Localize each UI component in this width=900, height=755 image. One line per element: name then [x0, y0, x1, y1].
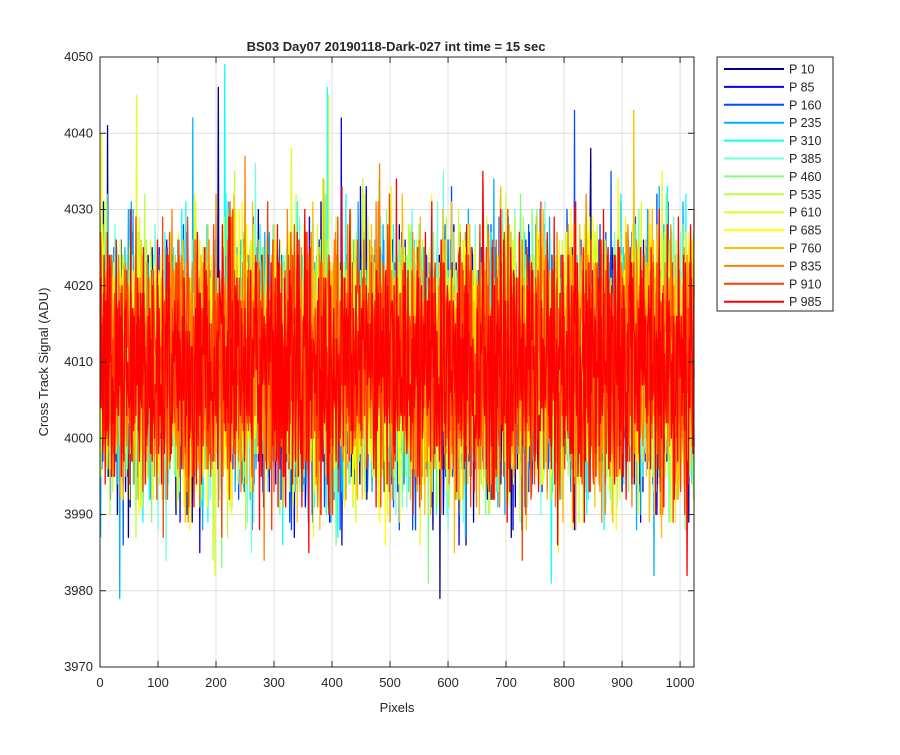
legend-label: P 385 — [789, 152, 821, 166]
legend-item: P 310 — [724, 134, 821, 148]
x-tick-label: 200 — [205, 675, 227, 690]
x-tick-label: 1000 — [666, 675, 695, 690]
legend-item: P 910 — [724, 277, 821, 291]
x-tick-label: 800 — [553, 675, 575, 690]
legend-label: P 610 — [789, 206, 821, 220]
y-tick-label: 4030 — [64, 202, 93, 217]
legend-item: P 235 — [724, 116, 821, 130]
legend-item: P 610 — [724, 206, 821, 220]
x-tick-label: 900 — [611, 675, 633, 690]
y-tick-label: 4000 — [64, 430, 93, 445]
legend: P 10 P 85 P 160 P 235 P 310 P 385 P 460 P 535 P … — [716, 56, 834, 312]
y-tick-label: 4010 — [64, 354, 93, 369]
legend-items: P 10 P 85 P 160 P 235 P 310 P 385 P 460 P 535 P … — [724, 63, 821, 309]
legend-label: P 910 — [789, 277, 821, 291]
series-line-p-985 — [99, 170, 695, 577]
y-tick-label: 3970 — [64, 659, 93, 674]
legend-item: P 760 — [724, 242, 821, 256]
legend-item: P 685 — [724, 224, 821, 238]
legend-label: P 535 — [789, 188, 821, 202]
y-tick-label: 3980 — [64, 583, 93, 598]
legend-label: P 10 — [789, 63, 815, 77]
legend-label: P 985 — [789, 295, 821, 309]
x-tick-label: 600 — [437, 675, 459, 690]
legend-label: P 85 — [789, 80, 815, 94]
y-tick-label: 3990 — [64, 507, 93, 522]
legend-item: P 385 — [724, 152, 821, 166]
y-tick-label: 4020 — [64, 278, 93, 293]
legend-item: P 835 — [724, 259, 821, 273]
x-tick-label: 100 — [147, 675, 169, 690]
series-lines — [99, 63, 695, 600]
y-axis-label: Cross Track Signal (ADU) — [36, 288, 51, 437]
x-tick-label: 400 — [321, 675, 343, 690]
legend-item: P 460 — [724, 170, 821, 184]
x-tick-label: 500 — [379, 675, 401, 690]
legend-item: P 160 — [724, 98, 821, 112]
legend-label: P 835 — [789, 259, 821, 273]
legend-item: P 10 — [724, 63, 815, 77]
legend-label: P 760 — [789, 242, 821, 256]
x-tick-label: 300 — [263, 675, 285, 690]
x-tick-label: 700 — [495, 675, 517, 690]
y-tick-label: 4050 — [64, 49, 93, 64]
legend-item: P 985 — [724, 295, 821, 309]
legend-item: P 85 — [724, 80, 815, 94]
axis-ticks: 0 100 200 300 400 500 600 700 800 900 1000 3970 3980… — [64, 49, 694, 690]
legend-label: P 460 — [789, 170, 821, 184]
legend-label: P 235 — [789, 116, 821, 130]
chart-title: BS03 Day07 20190118-Dark-027 int time = … — [247, 39, 546, 54]
legend-label: P 310 — [789, 134, 821, 148]
x-tick-label: 0 — [96, 675, 103, 690]
legend-box — [716, 56, 834, 312]
legend-label: P 685 — [789, 224, 821, 238]
y-tick-label: 4040 — [64, 125, 93, 140]
legend-item: P 535 — [724, 188, 821, 202]
x-axis-label: Pixels — [380, 700, 415, 715]
legend-label: P 160 — [789, 98, 821, 112]
